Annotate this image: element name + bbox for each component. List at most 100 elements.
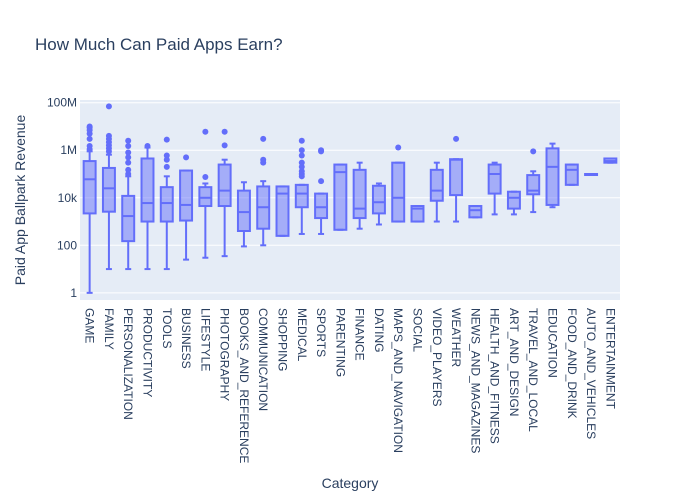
x-tick-label: MEDICAL (295, 308, 309, 362)
x-tick-label: FAMILY (102, 308, 116, 350)
box-photography (217, 128, 232, 258)
box-body (371, 184, 386, 215)
y-axis-title: Paid App Ballpark Revenue (12, 115, 28, 286)
x-tick-label: DATING (372, 308, 386, 352)
x-tick-label: MAPS_AND_NAVIGATION (391, 308, 405, 453)
box-communication (256, 135, 271, 247)
x-tick-label: TRAVEL_AND_LOCAL (526, 308, 540, 432)
box-sports (314, 147, 329, 235)
box-entertainment (603, 157, 618, 164)
box-maps_and_navigation (391, 144, 406, 223)
box-finance (352, 161, 367, 230)
box-weather (449, 135, 464, 223)
box-body (449, 158, 464, 197)
box-food_and_drink (564, 163, 579, 186)
box-body (179, 169, 194, 222)
outlier-point (260, 135, 267, 142)
outlier-point (318, 147, 325, 154)
box-business (179, 154, 194, 261)
outlier-point (86, 123, 93, 130)
box-body (82, 160, 97, 215)
box-body (159, 186, 174, 223)
box-body (140, 157, 155, 223)
box-body (487, 163, 502, 195)
x-tick-label: GAME (83, 308, 97, 343)
box-body (333, 163, 348, 231)
x-tick-label: AUTO_AND_VEHICLES (584, 308, 598, 439)
box-body (545, 147, 560, 206)
outlier-point (202, 173, 209, 180)
box-body (506, 190, 521, 210)
box-health_and_fitness (487, 161, 502, 216)
outlier-point (125, 143, 132, 150)
box-body (101, 166, 116, 213)
x-tick-label: SOCIAL (411, 308, 425, 352)
x-tick-label: COMMUNICATION (256, 308, 270, 411)
box-body (526, 174, 541, 196)
box-social (410, 205, 425, 223)
y-tick-label: 1 (70, 286, 77, 300)
box-tools (159, 136, 174, 271)
x-tick-label: ART_AND_DESIGN (507, 308, 521, 416)
x-tick-label: TOOLS (160, 308, 174, 348)
outlier-point (105, 103, 112, 110)
outlier-point (163, 163, 170, 170)
box-series (82, 103, 618, 294)
x-tick-label: VIDEO_PLAYERS (430, 308, 444, 406)
box-body (294, 183, 309, 209)
outlier-point (221, 128, 228, 135)
box-parenting (333, 163, 348, 231)
x-tick-label: PERSONALIZATION (121, 308, 135, 420)
box-education (545, 142, 560, 209)
box-productivity (140, 143, 155, 271)
outlier-point (530, 148, 537, 155)
box-body (352, 168, 367, 220)
box-body (121, 194, 136, 243)
outlier-point (453, 135, 460, 142)
outlier-point (298, 147, 305, 154)
box-books_and_reference (236, 181, 251, 248)
outlier-point (125, 171, 132, 178)
box-body (198, 186, 213, 208)
box-body (564, 163, 579, 186)
box-body (468, 205, 483, 219)
x-tick-label: BOOKS_AND_REFERENCE (237, 308, 251, 463)
outlier-point (298, 152, 305, 159)
outlier-point (163, 136, 170, 143)
x-tick-label: SPORTS (314, 308, 328, 357)
box-news_and_magazines (468, 205, 483, 219)
y-tick-label: 100 (57, 238, 77, 252)
x-tick-label: ENTERTAINMENT (603, 308, 617, 410)
box-body (275, 185, 290, 237)
gridlines (80, 102, 620, 294)
x-tick-label: EDUCATION (546, 308, 560, 378)
box-video_players (429, 161, 444, 223)
box-game (82, 123, 97, 294)
box-body (314, 192, 329, 220)
outlier-point (202, 128, 209, 135)
outlier-point (163, 156, 170, 163)
box-dating (371, 182, 386, 226)
outlier-point (125, 166, 132, 173)
x-tick-label: PRODUCTIVITY (141, 308, 155, 397)
box-body (410, 205, 425, 223)
outlier-point (298, 159, 305, 166)
outlier-point (86, 143, 93, 150)
box-auto_and_vehicles (584, 173, 599, 177)
x-tick-label: NEWS_AND_MAGAZINES (468, 308, 482, 453)
outlier-point (183, 154, 190, 161)
box-shopping (275, 185, 290, 237)
x-tick-label: FINANCE (353, 308, 367, 361)
box-medical (294, 137, 309, 235)
chart-title: How Much Can Paid Apps Earn? (35, 35, 283, 54)
box-personalization (121, 137, 136, 271)
box-body (429, 168, 444, 202)
y-tick-label: 100M (47, 96, 77, 110)
x-tick-label: LIFESTYLE (198, 308, 212, 371)
box-body (236, 189, 251, 233)
y-tick-label: 10k (58, 191, 78, 205)
outlier-point (298, 163, 305, 170)
box-travel_and_local (526, 148, 541, 214)
outlier-point (163, 152, 170, 159)
